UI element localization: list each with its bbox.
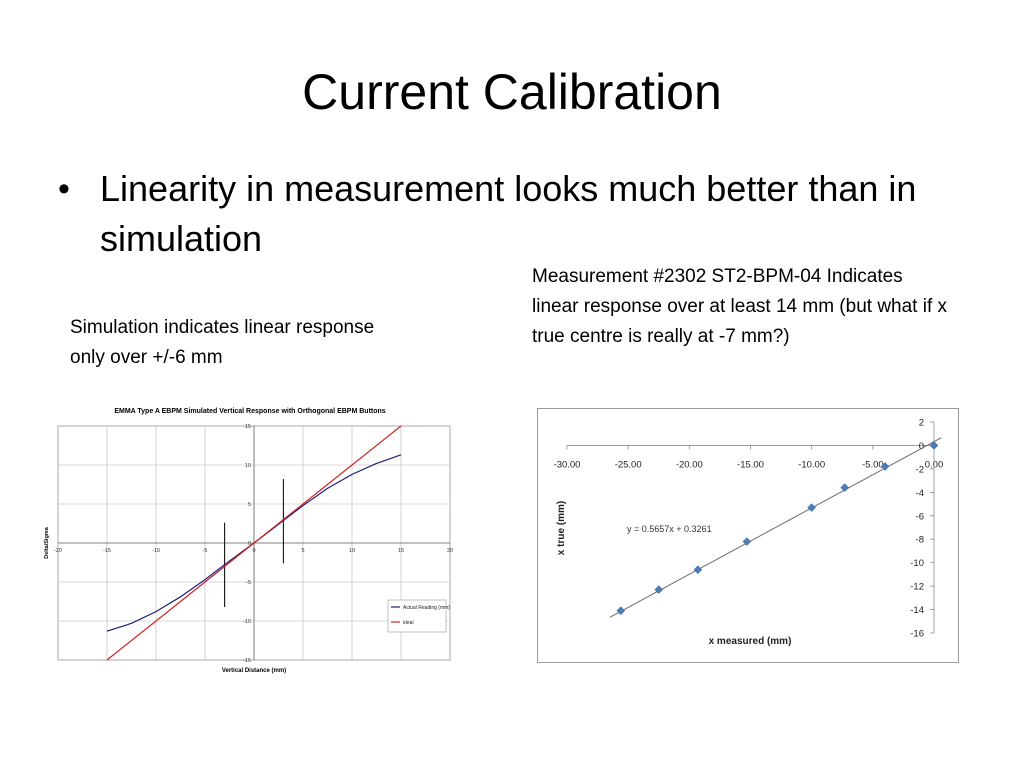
x-tick-label: -30.00: [554, 459, 581, 470]
chart-frame: [537, 408, 959, 663]
y-tick-label: -6: [916, 511, 924, 522]
y-tick-label: -12: [910, 582, 924, 593]
y-tick-label: 0: [919, 441, 924, 452]
x-tick-label: -5.00: [862, 459, 884, 470]
measurement-chart: -30.00 -25.00 -20.00 -15.00 -10.00 -5.00 0.00 2…: [537, 408, 959, 663]
bullet-dot-icon: •: [58, 170, 70, 208]
x-tick-label: 20: [447, 548, 453, 554]
x-tick-label: -10: [152, 548, 160, 554]
y-tick-label: -8: [916, 535, 924, 546]
y-tick-label: -14: [910, 605, 924, 616]
y-tick-label: -2: [916, 464, 924, 475]
x-axis-label: x measured (mm): [709, 636, 792, 647]
x-tick-label: 5: [301, 548, 304, 554]
y-tick-label: 15: [245, 424, 251, 430]
chart-title: EMMA Type A EBPM Simulated Vertical Resp…: [114, 408, 385, 415]
legend-label: Actual Reading (mm): [403, 605, 450, 611]
simulation-chart-svg: EMMA Type A EBPM Simulated Vertical Resp…: [44, 408, 453, 674]
y-tick-label: -4: [916, 488, 924, 499]
slide-title: Current Calibration: [302, 64, 722, 120]
y-tick-label: 5: [248, 502, 251, 508]
measurement-note: Measurement #2302 ST2-BPM-04 Indicates l…: [532, 266, 948, 347]
x-tick-label: -10.00: [798, 459, 825, 470]
x-tick-label: 10: [349, 548, 355, 554]
x-tick-label: -5: [203, 548, 208, 554]
y-tick-label: -15: [243, 658, 251, 664]
measurement-chart-svg: -30.00 -25.00 -20.00 -15.00 -10.00 -5.00 0.002…: [537, 408, 959, 663]
data-point: [654, 585, 664, 594]
data-point: [742, 537, 752, 546]
y-tick-label: -10: [243, 619, 251, 625]
x-tick-label: -15: [103, 548, 111, 554]
data-point: [693, 565, 703, 575]
trendline-equation: y = 0.5657x + 0.3261: [627, 524, 712, 534]
data-point: [616, 606, 626, 616]
y-tick-label: -10: [910, 558, 924, 569]
x-axis-label: Vertical Distance (mm): [222, 668, 286, 674]
ideal-line: [106, 425, 402, 661]
y-axis-label: x true (mm): [556, 501, 567, 555]
legend-label: ideal: [403, 620, 414, 626]
x-tick-label: -20: [54, 548, 62, 554]
y-tick-label: 10: [245, 463, 251, 469]
simulation-note: Simulation indicates linear response onl…: [70, 317, 375, 368]
data-point: [840, 483, 850, 492]
y-axis-label: Delta/Sigma: [44, 526, 50, 558]
y-tick-label: -5: [246, 580, 251, 586]
legend-box: [387, 599, 447, 633]
y-tick-label: -16: [910, 629, 924, 640]
data-point: [807, 503, 817, 512]
data-point: [880, 462, 890, 471]
y-tick-label: 2: [919, 418, 924, 429]
y-tick-label: 0: [248, 541, 251, 547]
bullet-text: Linearity in measurement looks much bett…: [100, 168, 917, 259]
x-tick-label: -20.00: [676, 459, 703, 470]
x-tick-label: -15.00: [737, 459, 764, 470]
simulation-chart: EMMA Type A EBPM Simulated Vertical Resp…: [40, 398, 470, 683]
x-tick-label: 15: [398, 548, 404, 554]
data-point: [929, 441, 939, 450]
x-tick-label: -25.00: [615, 459, 642, 470]
